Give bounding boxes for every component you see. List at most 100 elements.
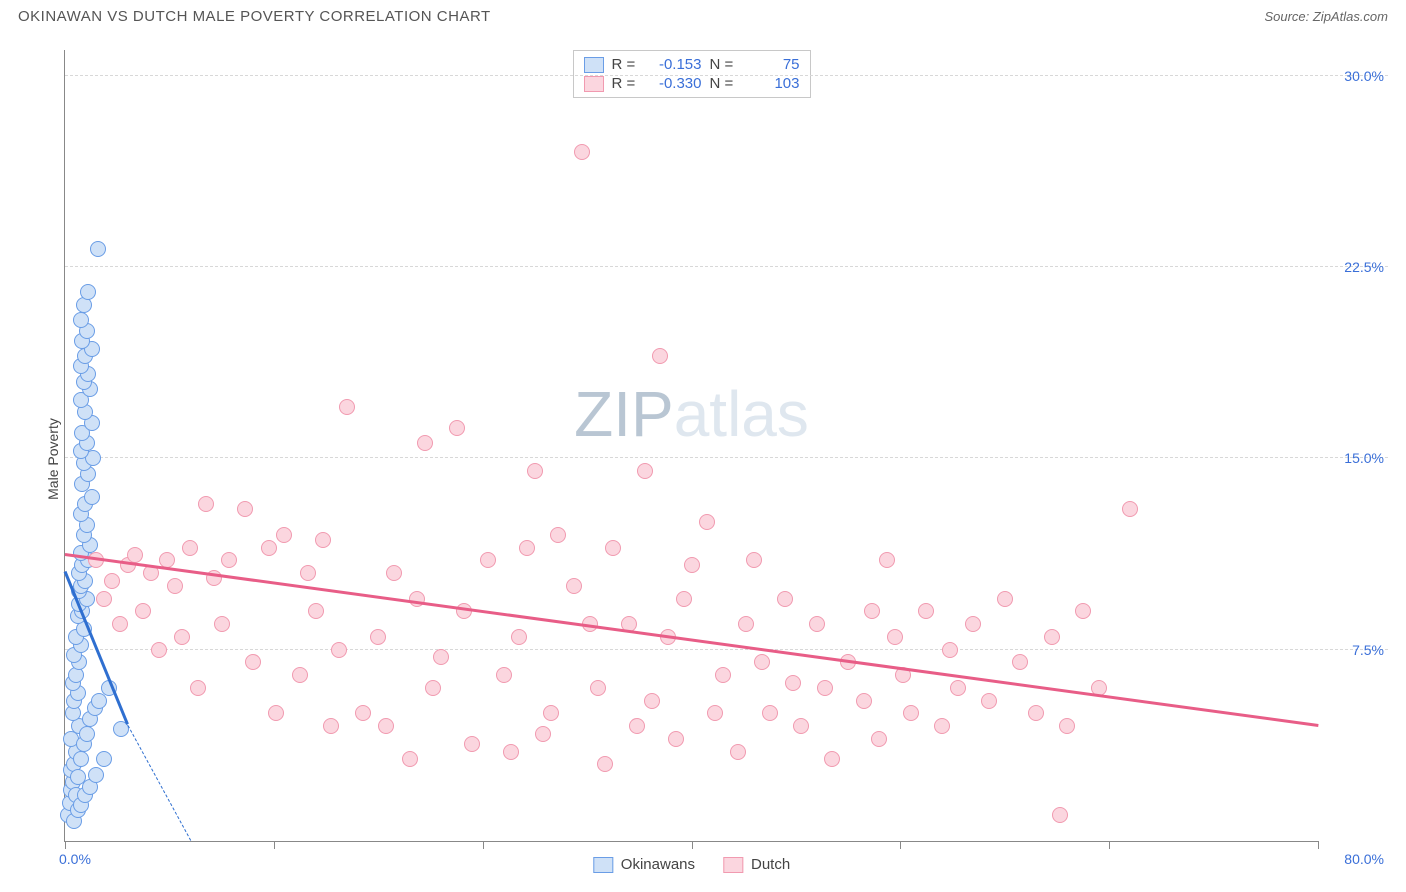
data-point-dutch: [237, 501, 253, 517]
y-tick-label: 15.0%: [1344, 450, 1384, 466]
data-point-dutch: [864, 603, 880, 619]
chart-header: OKINAWAN VS DUTCH MALE POVERTY CORRELATI…: [0, 0, 1406, 29]
data-point-dutch: [433, 649, 449, 665]
data-point-dutch: [386, 565, 402, 581]
data-point-dutch: [1122, 501, 1138, 517]
data-point-dutch: [198, 496, 214, 512]
data-point-dutch: [535, 726, 551, 742]
data-point-dutch: [550, 527, 566, 543]
data-point-dutch: [167, 578, 183, 594]
data-point-dutch: [190, 680, 206, 696]
data-point-dutch: [127, 547, 143, 563]
x-tick: [692, 841, 693, 849]
data-point-dutch: [135, 603, 151, 619]
data-point-dutch: [754, 654, 770, 670]
data-point-dutch: [699, 514, 715, 530]
data-point-dutch: [355, 705, 371, 721]
data-point-dutch: [503, 744, 519, 760]
data-point-dutch: [417, 435, 433, 451]
chart-container: Male Poverty ZIPatlas R = -0.153 N = 75 …: [18, 38, 1388, 880]
y-tick-label: 30.0%: [1344, 68, 1384, 84]
data-point-dutch: [879, 552, 895, 568]
data-point-dutch: [715, 667, 731, 683]
data-point-dutch: [96, 591, 112, 607]
data-point-dutch: [331, 642, 347, 658]
data-point-dutch: [174, 629, 190, 645]
data-point-dutch: [762, 705, 778, 721]
data-point-dutch: [292, 667, 308, 683]
data-point-dutch: [738, 616, 754, 632]
x-tick: [274, 841, 275, 849]
data-point-dutch: [182, 540, 198, 556]
data-point-dutch: [112, 616, 128, 632]
x-max-label: 80.0%: [1344, 851, 1384, 867]
data-point-dutch: [449, 420, 465, 436]
x-tick: [1318, 841, 1319, 849]
data-point-dutch: [566, 578, 582, 594]
data-point-dutch: [652, 348, 668, 364]
stats-row-dutch: R = -0.330 N = 103: [584, 74, 800, 93]
data-point-dutch: [903, 705, 919, 721]
data-point-dutch: [1059, 718, 1075, 734]
source-attribution: Source: ZipAtlas.com: [1264, 9, 1388, 24]
data-point-dutch: [856, 693, 872, 709]
data-point-dutch: [809, 616, 825, 632]
data-point-dutch: [464, 736, 480, 752]
trendline-ext-okinawans: [127, 725, 191, 840]
data-point-dutch: [151, 642, 167, 658]
swatch-dutch: [584, 76, 604, 92]
swatch-okinawans: [584, 57, 604, 73]
data-point-dutch: [730, 744, 746, 760]
gridline: [65, 75, 1388, 76]
data-point-dutch: [527, 463, 543, 479]
data-point-dutch: [370, 629, 386, 645]
data-point-dutch: [214, 616, 230, 632]
plot-area: ZIPatlas R = -0.153 N = 75 R = -0.330 N …: [64, 50, 1318, 842]
data-point-dutch: [276, 527, 292, 543]
x-tick: [65, 841, 66, 849]
data-point-dutch: [511, 629, 527, 645]
data-point-dutch: [777, 591, 793, 607]
data-point-dutch: [1075, 603, 1091, 619]
gridline: [65, 457, 1388, 458]
data-point-dutch: [746, 552, 762, 568]
trendline-dutch: [65, 553, 1318, 726]
data-point-okinawans: [96, 751, 112, 767]
data-point-dutch: [402, 751, 418, 767]
data-point-dutch: [261, 540, 277, 556]
chart-title: OKINAWAN VS DUTCH MALE POVERTY CORRELATI…: [18, 8, 491, 25]
data-point-dutch: [245, 654, 261, 670]
data-point-dutch: [918, 603, 934, 619]
data-point-okinawans: [90, 241, 106, 257]
data-point-dutch: [1044, 629, 1060, 645]
data-point-dutch: [323, 718, 339, 734]
data-point-dutch: [668, 731, 684, 747]
data-point-okinawans: [88, 767, 104, 783]
x-tick: [1109, 841, 1110, 849]
legend: Okinawans Dutch: [593, 856, 790, 873]
data-point-dutch: [300, 565, 316, 581]
data-point-dutch: [268, 705, 284, 721]
data-point-dutch: [676, 591, 692, 607]
data-point-okinawans: [73, 312, 89, 328]
data-point-dutch: [981, 693, 997, 709]
data-point-okinawans: [84, 489, 100, 505]
data-point-dutch: [480, 552, 496, 568]
data-point-okinawans: [79, 726, 95, 742]
data-point-dutch: [574, 144, 590, 160]
data-point-dutch: [605, 540, 621, 556]
data-point-dutch: [496, 667, 512, 683]
data-point-dutch: [1012, 654, 1028, 670]
data-point-dutch: [1052, 807, 1068, 823]
gridline: [65, 266, 1388, 267]
legend-item-dutch: Dutch: [723, 856, 790, 873]
data-point-okinawans: [73, 751, 89, 767]
watermark: ZIPatlas: [574, 377, 809, 451]
y-tick-label: 7.5%: [1352, 642, 1384, 658]
data-point-dutch: [817, 680, 833, 696]
y-axis-title: Male Poverty: [45, 418, 61, 500]
data-point-okinawans: [80, 284, 96, 300]
data-point-dutch: [950, 680, 966, 696]
legend-item-okinawans: Okinawans: [593, 856, 695, 873]
data-point-dutch: [887, 629, 903, 645]
